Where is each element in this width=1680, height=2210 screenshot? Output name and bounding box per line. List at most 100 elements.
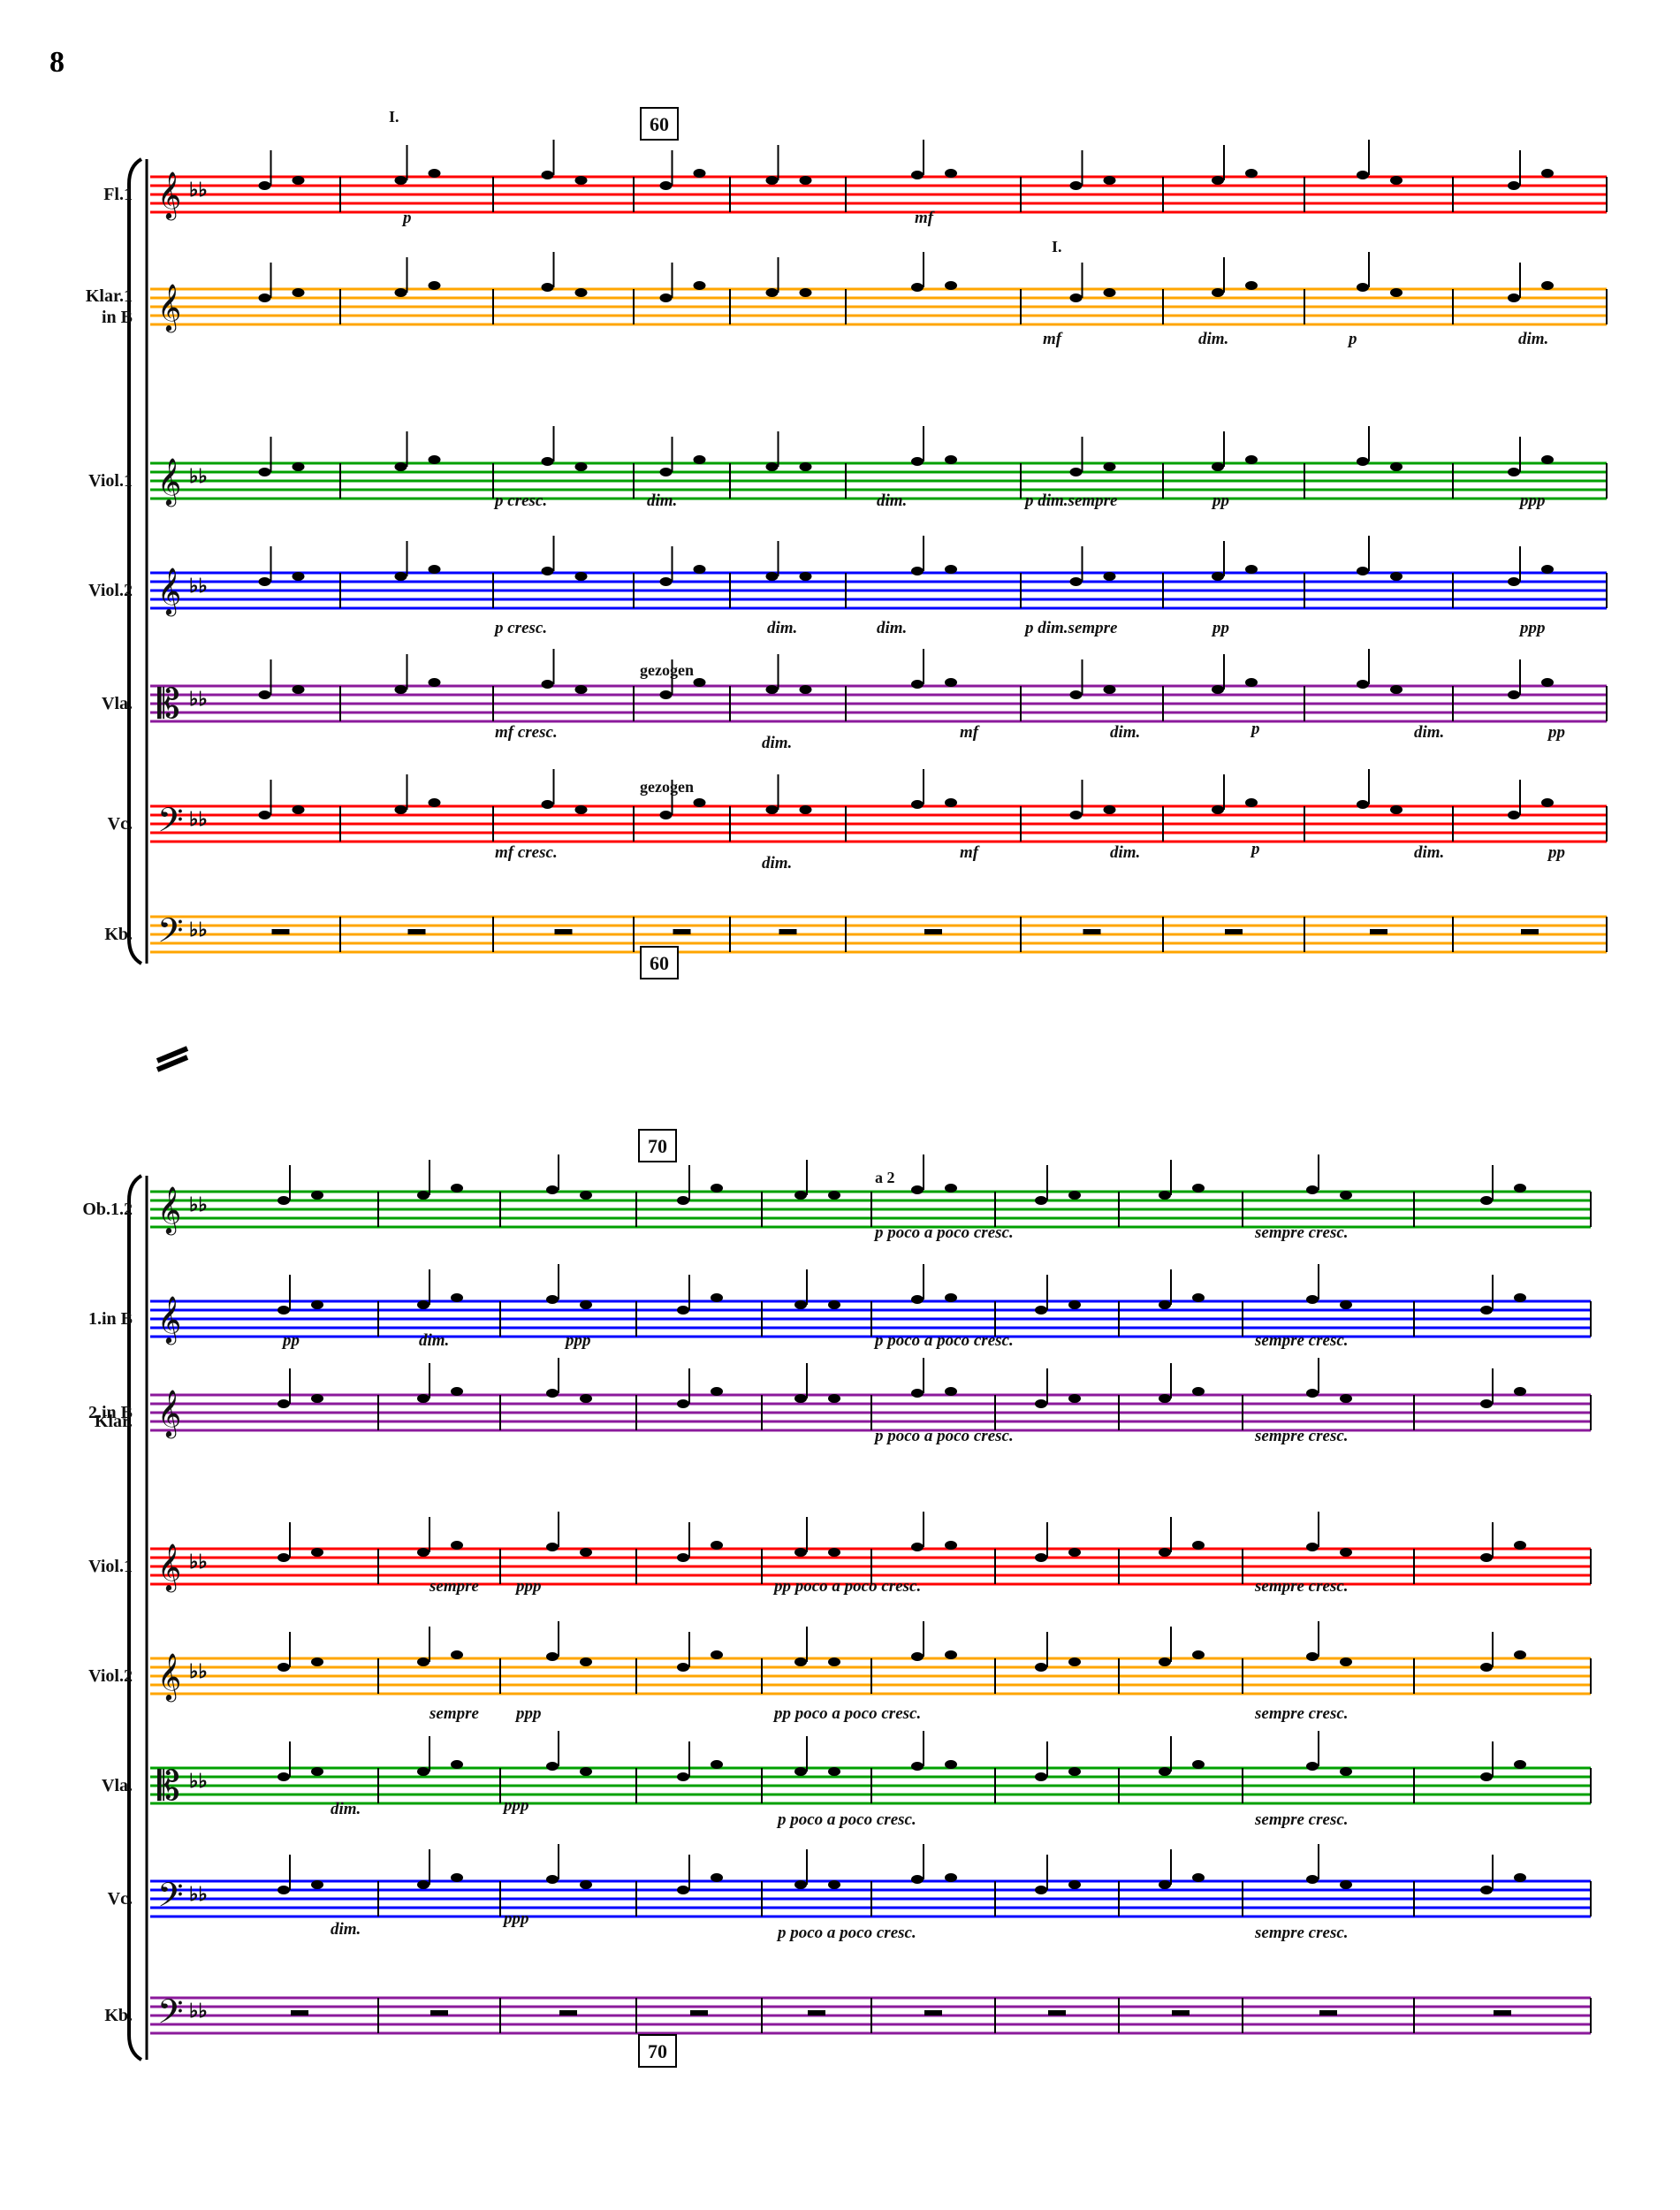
note-head-icon [828,1767,840,1776]
dynamic-marking: ppp [1518,619,1546,637]
instrument-label: Klar.1 [86,286,133,306]
dynamic-marking: dim. [1518,330,1548,348]
note-head-icon [659,811,673,819]
note-head-icon [1340,1880,1352,1889]
note-head-icon [1508,811,1520,819]
rehearsal-mark: 60 [650,113,669,135]
clef-icon: 𝄡 [157,682,180,727]
key-signature-icon: ♭♭ [189,688,208,710]
note-head-icon [1514,1650,1526,1659]
note-head-icon [945,281,957,290]
note-head-icon [1340,1394,1352,1403]
dynamic-marking: pp poco a poco cresc. [772,1704,921,1723]
note-head-icon [292,176,305,185]
note-head-icon [911,283,924,292]
note-head-icon [945,678,957,687]
note-head-icon [1245,455,1258,464]
half-rest-icon [1494,2010,1511,2016]
note-head-icon [945,1650,957,1659]
half-rest-icon [690,2010,708,2016]
note-head-icon [277,1399,290,1408]
note-head-icon [1245,565,1258,574]
note-head-icon [1103,288,1116,297]
note-head-icon [1159,1300,1171,1309]
note-head-icon [394,572,407,581]
note-head-icon [1357,800,1369,809]
note-head-icon [277,1553,290,1562]
staff-vc-: Vc. 𝄢 ♭♭ gezogen mf cresc. dim. mf dim. p dim. pp [108,769,1608,873]
note-head-icon [1340,1191,1352,1200]
note-head-icon [1103,572,1116,581]
note-head-icon [417,1880,430,1889]
note-head-icon [1192,1293,1205,1302]
half-rest-icon [924,929,942,934]
note-head-icon [541,567,554,575]
half-rest-icon [559,2010,577,2016]
system-bracket [127,1174,143,2061]
note-head-icon [1480,1663,1493,1672]
dynamic-marking: sempre [429,1577,480,1596]
note-head-icon [1357,680,1369,689]
note-head-icon [417,1394,430,1403]
dynamic-marking: ppp [1518,492,1546,510]
half-rest-icon [407,929,426,934]
note-head-icon [1541,678,1554,687]
note-head-icon [292,685,305,694]
dynamic-marking: p dim.sempre [1023,492,1118,510]
note-head-icon [1103,685,1116,694]
note-head-icon [311,1548,323,1557]
note-head-icon [799,462,812,471]
dynamic-marking: sempre cresc. [1254,1331,1349,1350]
note-head-icon [1390,176,1403,185]
dynamic-marking: p [401,209,412,227]
half-rest-icon [1521,929,1539,934]
note-head-icon [659,577,673,586]
note-head-icon [794,1300,807,1309]
dynamic-marking: ppp [502,1796,529,1815]
note-head-icon [945,1387,957,1396]
note-head-icon [451,1650,463,1659]
key-signature-icon: ♭♭ [189,1883,208,1905]
note-head-icon [546,1389,559,1398]
note-head-icon [693,455,706,464]
note-head-icon [1340,1300,1352,1309]
system-2: Ob.1.2 𝄞 ♭♭ a 2 p poco a poco cresc. sempre c… [82,1129,1592,2068]
note-head-icon [828,1880,840,1889]
rehearsal-mark: 70 [648,1135,667,1157]
rehearsal-mark-box [638,2034,677,2068]
note-head-icon [541,171,554,179]
note-head-icon [765,685,779,694]
note-head-icon [292,572,305,581]
note-head-icon [1069,293,1083,302]
note-head-icon [311,1767,323,1776]
note-head-icon [1306,1762,1319,1771]
note-head-icon [1480,1772,1493,1781]
note-head-icon [711,1873,723,1882]
clef-icon: 𝄢 [157,1993,184,2039]
half-rest-icon [1048,2010,1066,2016]
note-head-icon [1159,1548,1171,1557]
note-head-icon [311,1394,323,1403]
note-head-icon [546,1652,559,1661]
instrument-label: Fl.1 [103,185,133,204]
half-rest-icon [271,929,290,934]
note-head-icon [451,1873,463,1882]
instrument-label: Kb. [104,2006,133,2025]
note-head-icon [311,1191,323,1200]
note-head-icon [1245,798,1258,807]
dynamic-marking: sempre cresc. [1254,1577,1349,1596]
note-head-icon [451,1541,463,1550]
note-head-icon [659,468,673,476]
note-head-icon [911,1652,924,1661]
note-head-icon [394,805,407,814]
staff-vla-: Vla. 𝄡 ♭♭ dim. ppp p poco a poco cresc. sempre… [102,1731,1592,1829]
note-head-icon [693,565,706,574]
note-head-icon [277,1196,290,1205]
note-head-icon [1035,1772,1047,1781]
note-head-icon [1068,1548,1081,1557]
dynamic-marking: pp [1547,843,1565,862]
note-head-icon [451,1387,463,1396]
clef-icon: 𝄡 [157,1764,180,1809]
note-head-icon [1245,678,1258,687]
dynamic-marking: gezogen [640,661,694,679]
